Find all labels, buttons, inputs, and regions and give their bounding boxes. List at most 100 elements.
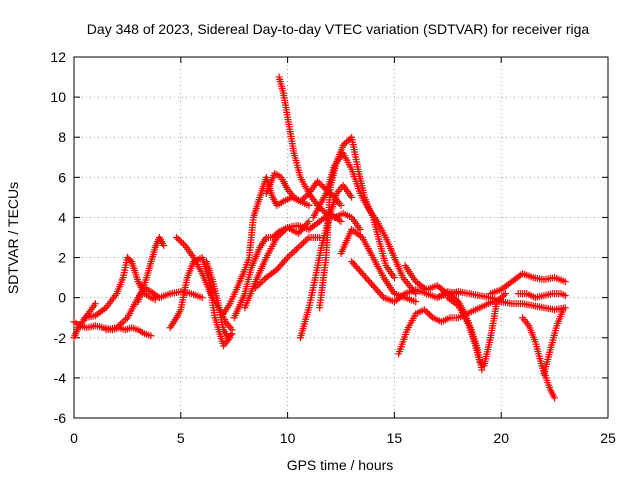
data-point [273,266,281,274]
data-point [357,268,365,276]
data-point [425,311,433,319]
data-point [296,228,304,236]
data-point [372,285,380,293]
data-point [291,247,299,255]
data-point [300,194,308,202]
points-layer [70,73,569,402]
data-point [327,190,335,198]
y-tick-label: -6 [54,410,67,426]
y-axis-label: SDTVAR / TECUs [5,182,21,294]
data-point [305,217,313,225]
data-point [341,140,349,148]
data-point [390,274,398,282]
x-tick-label: 20 [493,430,509,446]
data-point [317,181,325,189]
y-tick-label: 10 [50,89,66,105]
y-tick-label: 4 [58,209,66,225]
data-point [198,294,206,302]
data-point [356,225,364,233]
data-point [337,201,345,209]
data-point [285,252,293,260]
data-point [343,138,351,146]
data-point [301,237,309,245]
data-point [368,280,376,288]
data-point [501,290,509,298]
y-tick-label: -2 [54,330,67,346]
data-point [294,244,302,252]
data-point [355,266,363,274]
data-point [316,234,324,241]
data-point [348,193,356,201]
data-point [287,250,295,258]
series-arc-5 [134,234,168,306]
data-point [276,262,284,270]
data-point [352,263,360,271]
data-point [374,287,382,295]
data-point [551,394,559,402]
data-point [302,193,310,201]
x-axis-label: GPS time / hours [287,457,394,473]
data-point [358,270,366,278]
series-arc-26 [514,290,569,302]
series-arc-11 [241,209,345,312]
data-point [259,277,267,285]
data-point [91,300,99,308]
series-arc-27 [540,306,567,378]
data-point [281,257,289,265]
data-point [427,312,435,320]
y-tick-label: 6 [58,169,66,185]
data-point [176,237,184,245]
data-point [305,201,313,209]
data-point [147,332,155,340]
data-point [344,136,352,144]
data-point [294,229,302,237]
data-point [284,254,292,262]
data-point [377,290,385,298]
data-point [412,298,420,306]
data-point [337,217,345,225]
data-point [298,196,306,204]
data-point [300,239,308,247]
y-tick-label: 2 [58,250,66,266]
data-point [296,197,304,205]
data-point [293,245,300,253]
data-point [314,177,322,185]
series-arc-10 [230,217,313,322]
data-point [298,240,306,248]
y-tick-label: 0 [58,290,66,306]
data-point [561,278,569,286]
data-point [339,141,347,149]
data-point [500,291,508,299]
data-point [179,240,187,248]
data-point [420,306,428,314]
data-point [561,292,569,300]
data-point [274,264,282,272]
x-tick-label: 5 [177,430,185,446]
data-point [173,234,181,241]
data-point [282,255,290,263]
data-point [349,259,357,267]
data-point [257,279,265,287]
x-tick-label: 10 [280,430,296,446]
series-arc-22 [444,290,509,370]
data-point [319,206,327,214]
series-arc-20 [395,298,505,358]
data-point [178,238,186,246]
data-point [120,317,128,325]
data-point [498,293,506,301]
data-point [424,309,432,317]
data-point [228,326,236,334]
data-point [422,307,430,315]
series-arc-24 [487,270,569,298]
data-point [160,242,168,250]
y-tick-label: 8 [58,129,66,145]
data-point [320,208,328,216]
y-tick-label: -4 [54,370,67,386]
series-arc-17 [309,149,420,298]
series-arc-14 [275,73,364,233]
data-point [227,331,235,339]
data-point [364,276,372,284]
data-point [378,292,386,300]
